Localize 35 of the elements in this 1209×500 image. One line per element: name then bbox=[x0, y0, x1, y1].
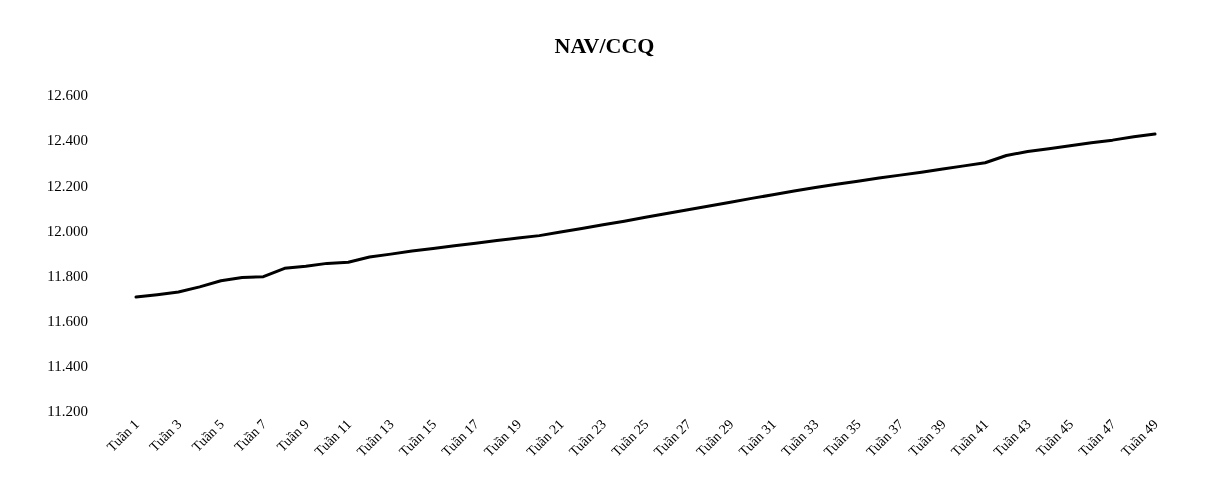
x-tick-label: Tuần 47 bbox=[1075, 416, 1119, 460]
x-tick-label: Tuần 23 bbox=[566, 416, 610, 460]
x-tick-label: Tuần 29 bbox=[693, 416, 737, 460]
chart-title: NAV/CCQ bbox=[554, 33, 655, 58]
x-tick-label: Tuần 25 bbox=[608, 416, 652, 460]
x-tick-label: Tuần 1 bbox=[104, 416, 143, 455]
y-tick-label: 12.400 bbox=[46, 132, 88, 149]
x-tick-label: Tuần 19 bbox=[481, 416, 525, 460]
x-tick-label: Tuần 41 bbox=[948, 416, 992, 460]
x-tick-label: Tuần 31 bbox=[736, 416, 779, 460]
x-tick-label: Tuần 11 bbox=[311, 416, 355, 460]
x-tick-label: Tuần 17 bbox=[438, 416, 482, 460]
y-tick-label: 11.800 bbox=[47, 267, 88, 284]
x-tick-label: Tuần 43 bbox=[990, 416, 1034, 460]
x-tick-label: Tuần 3 bbox=[146, 416, 185, 455]
y-tick-label: 12.600 bbox=[46, 87, 88, 104]
y-tick-label: 11.400 bbox=[47, 358, 88, 375]
y-tick-label: 12.200 bbox=[46, 177, 88, 194]
x-tick-label: Tuần 21 bbox=[523, 416, 567, 460]
x-tick-label: Tuần 37 bbox=[863, 416, 907, 460]
x-tick-label: Tuần 39 bbox=[905, 416, 949, 460]
x-tick-label: Tuần 45 bbox=[1033, 416, 1077, 460]
x-tick-label: Tuần 5 bbox=[189, 416, 228, 455]
x-tick-label: Tuần 9 bbox=[273, 416, 312, 455]
y-tick-label: 11.200 bbox=[47, 403, 88, 420]
x-tick-label: Tuần 7 bbox=[231, 416, 270, 455]
x-tick-label: Tuần 13 bbox=[353, 416, 397, 460]
x-tick-label: Tuần 33 bbox=[778, 416, 822, 460]
x-tick-label: Tuần 15 bbox=[396, 416, 440, 460]
line-series bbox=[134, 132, 1157, 299]
x-tick-label: Tuần 49 bbox=[1118, 416, 1162, 460]
y-tick-label: 11.600 bbox=[47, 312, 88, 329]
x-tick-label: Tuần 27 bbox=[651, 416, 695, 460]
y-tick-label: 12.000 bbox=[46, 222, 88, 239]
x-tick-label: Tuần 35 bbox=[820, 416, 864, 460]
